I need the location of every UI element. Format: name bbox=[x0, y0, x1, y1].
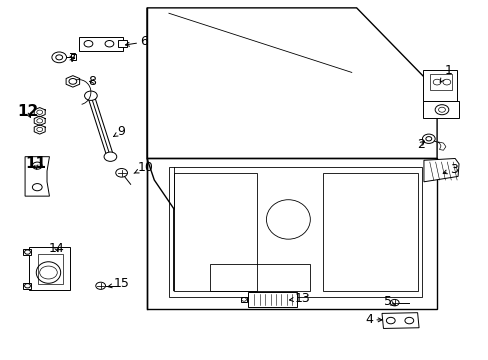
Ellipse shape bbox=[36, 262, 61, 283]
Circle shape bbox=[84, 91, 97, 100]
Polygon shape bbox=[433, 141, 445, 150]
Polygon shape bbox=[248, 292, 297, 307]
Polygon shape bbox=[23, 249, 31, 255]
Text: 9: 9 bbox=[113, 125, 125, 138]
Text: 15: 15 bbox=[108, 278, 129, 291]
Text: 6: 6 bbox=[125, 35, 148, 49]
Text: 7: 7 bbox=[69, 51, 77, 64]
Polygon shape bbox=[423, 158, 458, 182]
Circle shape bbox=[116, 168, 127, 177]
Polygon shape bbox=[79, 37, 122, 51]
Polygon shape bbox=[381, 313, 418, 328]
Polygon shape bbox=[25, 157, 49, 196]
Polygon shape bbox=[23, 283, 31, 289]
Polygon shape bbox=[241, 297, 246, 302]
Polygon shape bbox=[34, 108, 45, 117]
Text: 10: 10 bbox=[134, 161, 154, 174]
Polygon shape bbox=[34, 116, 45, 126]
Circle shape bbox=[52, 52, 66, 63]
Polygon shape bbox=[29, 247, 70, 291]
Text: 3: 3 bbox=[442, 163, 457, 176]
Text: 5: 5 bbox=[384, 296, 394, 309]
Circle shape bbox=[389, 300, 398, 306]
Text: 8: 8 bbox=[88, 75, 96, 88]
Text: 2: 2 bbox=[416, 138, 424, 150]
Circle shape bbox=[104, 152, 117, 161]
Text: 1: 1 bbox=[439, 64, 451, 82]
Circle shape bbox=[422, 134, 434, 143]
Text: 14: 14 bbox=[49, 242, 64, 255]
Polygon shape bbox=[71, 54, 76, 60]
Polygon shape bbox=[423, 69, 456, 101]
Polygon shape bbox=[423, 101, 458, 118]
Text: 12: 12 bbox=[17, 104, 38, 120]
Text: 11: 11 bbox=[25, 156, 46, 171]
Circle shape bbox=[434, 105, 448, 115]
Text: 4: 4 bbox=[364, 313, 381, 327]
Polygon shape bbox=[34, 125, 45, 134]
Polygon shape bbox=[66, 76, 80, 87]
Text: 13: 13 bbox=[289, 292, 310, 305]
Polygon shape bbox=[118, 40, 127, 47]
Circle shape bbox=[96, 282, 105, 289]
